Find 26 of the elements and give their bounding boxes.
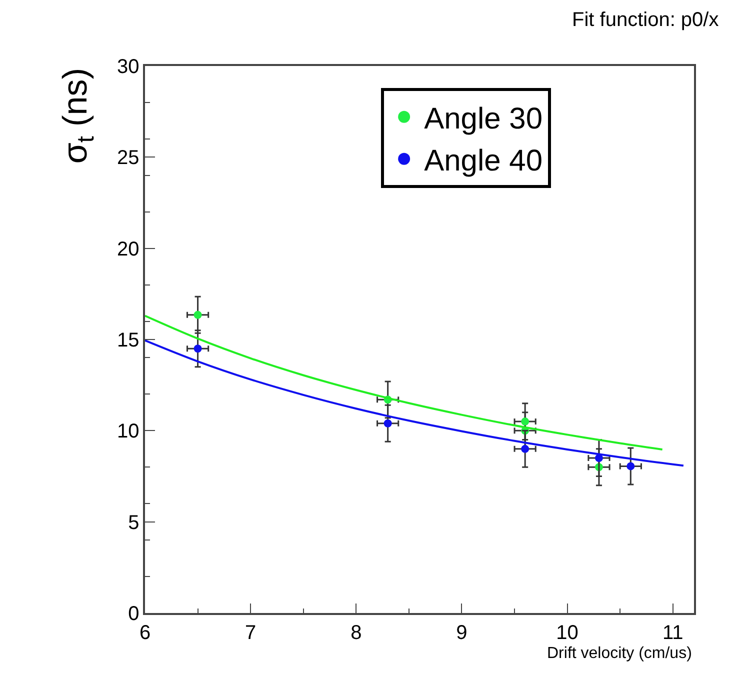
y-tick-label: 0 — [128, 603, 140, 625]
line-series — [145, 339, 684, 467]
y-tick-label: 30 — [117, 56, 140, 78]
x-tick-label: 8 — [350, 622, 362, 644]
x-axis-title: Drift velocity (cm/us) — [547, 645, 692, 662]
point — [194, 344, 202, 353]
x-tick-label: 9 — [456, 622, 468, 644]
line-series — [145, 314, 664, 450]
y-tick-label: 20 — [117, 238, 140, 260]
point — [194, 310, 202, 319]
legend-label: Angle 40 — [424, 144, 543, 178]
y-tick-label: 15 — [117, 330, 140, 352]
y-tick-label: 5 — [128, 512, 140, 534]
point — [626, 462, 635, 470]
y-tick-label: 10 — [117, 420, 140, 443]
point — [521, 444, 530, 453]
x-tick-label: 11 — [662, 622, 684, 644]
point — [521, 418, 530, 426]
x-tick-label: 6 — [139, 622, 151, 644]
legend-label: Angle 30 — [424, 102, 543, 136]
x-tick-label: 7 — [245, 622, 256, 644]
point — [594, 454, 603, 462]
point — [384, 419, 392, 428]
text: Fit function: p0/x — [572, 9, 719, 31]
x-tick-label: 10 — [556, 622, 578, 644]
y-tick-label: 25 — [117, 147, 140, 170]
